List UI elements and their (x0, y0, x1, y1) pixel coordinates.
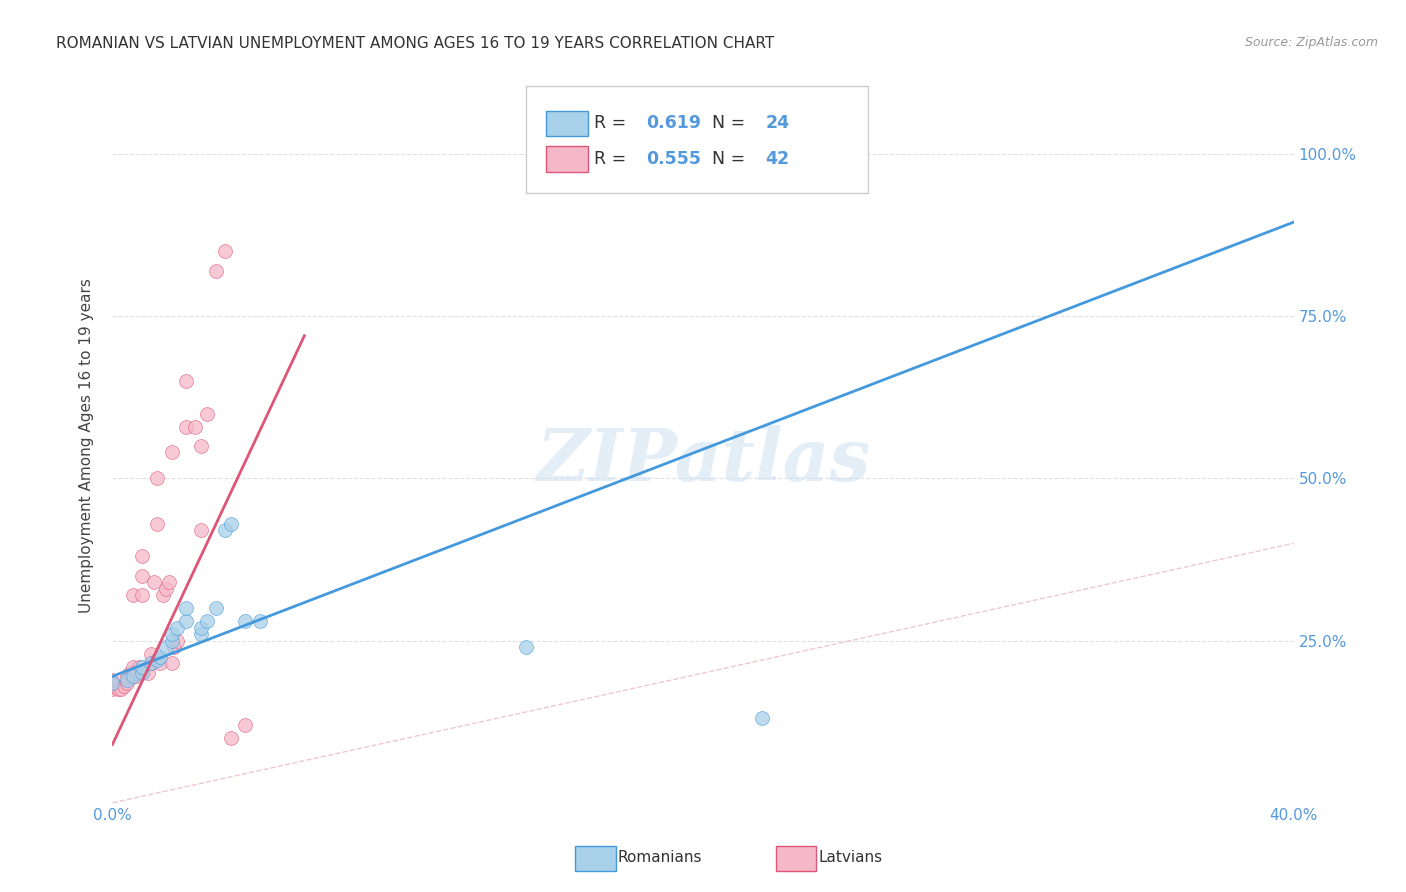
Point (163, 640, 186, 654)
Text: 0.555: 0.555 (647, 150, 702, 168)
Text: N =: N = (700, 114, 751, 132)
Point (190, 621, 212, 635)
Point (184, 419, 207, 434)
Point (160, 627, 183, 641)
Point (174, 601, 197, 615)
Point (219, 731, 242, 745)
Point (146, 471, 169, 485)
Point (131, 549, 153, 564)
Point (101, 675, 124, 690)
Point (219, 516, 242, 531)
Point (107, 682, 129, 697)
Point (149, 657, 172, 671)
Point (195, 407, 218, 421)
Point (233, 614, 256, 628)
Point (155, 582, 177, 596)
Point (157, 575, 180, 590)
Point (122, 669, 145, 683)
Point (101, 673, 124, 687)
Point (131, 659, 153, 673)
Point (122, 659, 145, 673)
Point (751, 711, 773, 725)
Point (515, 640, 537, 654)
Text: 42: 42 (766, 150, 790, 168)
Point (152, 588, 174, 602)
Point (249, 614, 271, 628)
Point (101, 679, 124, 693)
Text: 24: 24 (766, 114, 790, 132)
Point (136, 666, 159, 681)
FancyBboxPatch shape (546, 111, 589, 136)
Point (166, 633, 188, 648)
Text: Source: ZipAtlas.com: Source: ZipAtlas.com (1244, 36, 1378, 49)
Text: 0.619: 0.619 (647, 114, 702, 132)
Text: R =: R = (595, 150, 633, 168)
Point (128, 659, 150, 673)
Point (117, 675, 138, 690)
Point (214, 244, 236, 259)
Point (195, 614, 218, 628)
Point (112, 679, 135, 693)
Point (146, 653, 169, 667)
Point (139, 657, 162, 671)
Point (174, 374, 197, 388)
Text: R =: R = (595, 114, 633, 132)
Point (117, 673, 138, 687)
Point (101, 675, 124, 690)
Point (149, 649, 172, 664)
Point (190, 439, 212, 453)
Point (190, 627, 212, 641)
Point (125, 669, 148, 683)
Text: N =: N = (700, 150, 751, 168)
Point (131, 568, 153, 582)
Point (146, 516, 169, 531)
Point (120, 666, 142, 681)
Point (131, 666, 153, 681)
Point (155, 640, 177, 654)
Point (174, 614, 197, 628)
FancyBboxPatch shape (546, 146, 589, 172)
Point (142, 575, 165, 590)
Point (160, 633, 183, 648)
Point (139, 647, 162, 661)
Point (110, 682, 132, 697)
Point (125, 666, 148, 681)
Point (214, 524, 236, 538)
Text: ROMANIAN VS LATVIAN UNEMPLOYMENT AMONG AGES 16 TO 19 YEARS CORRELATION CHART: ROMANIAN VS LATVIAN UNEMPLOYMENT AMONG A… (56, 36, 775, 51)
Point (101, 682, 124, 697)
FancyBboxPatch shape (526, 86, 869, 193)
Point (117, 669, 138, 683)
Point (233, 718, 256, 732)
Point (166, 621, 188, 635)
FancyBboxPatch shape (776, 846, 817, 871)
Point (205, 601, 228, 615)
Text: ZIPatlas: ZIPatlas (536, 425, 870, 496)
Point (160, 445, 183, 459)
Y-axis label: Unemployment Among Ages 16 to 19 years: Unemployment Among Ages 16 to 19 years (79, 278, 94, 614)
Text: Romanians: Romanians (619, 850, 703, 865)
Point (205, 264, 228, 278)
Point (139, 657, 162, 671)
Point (131, 588, 153, 602)
FancyBboxPatch shape (575, 846, 616, 871)
Point (174, 419, 197, 434)
Text: Latvians: Latvians (818, 850, 883, 865)
Point (160, 657, 183, 671)
Point (122, 588, 145, 602)
Point (190, 524, 212, 538)
